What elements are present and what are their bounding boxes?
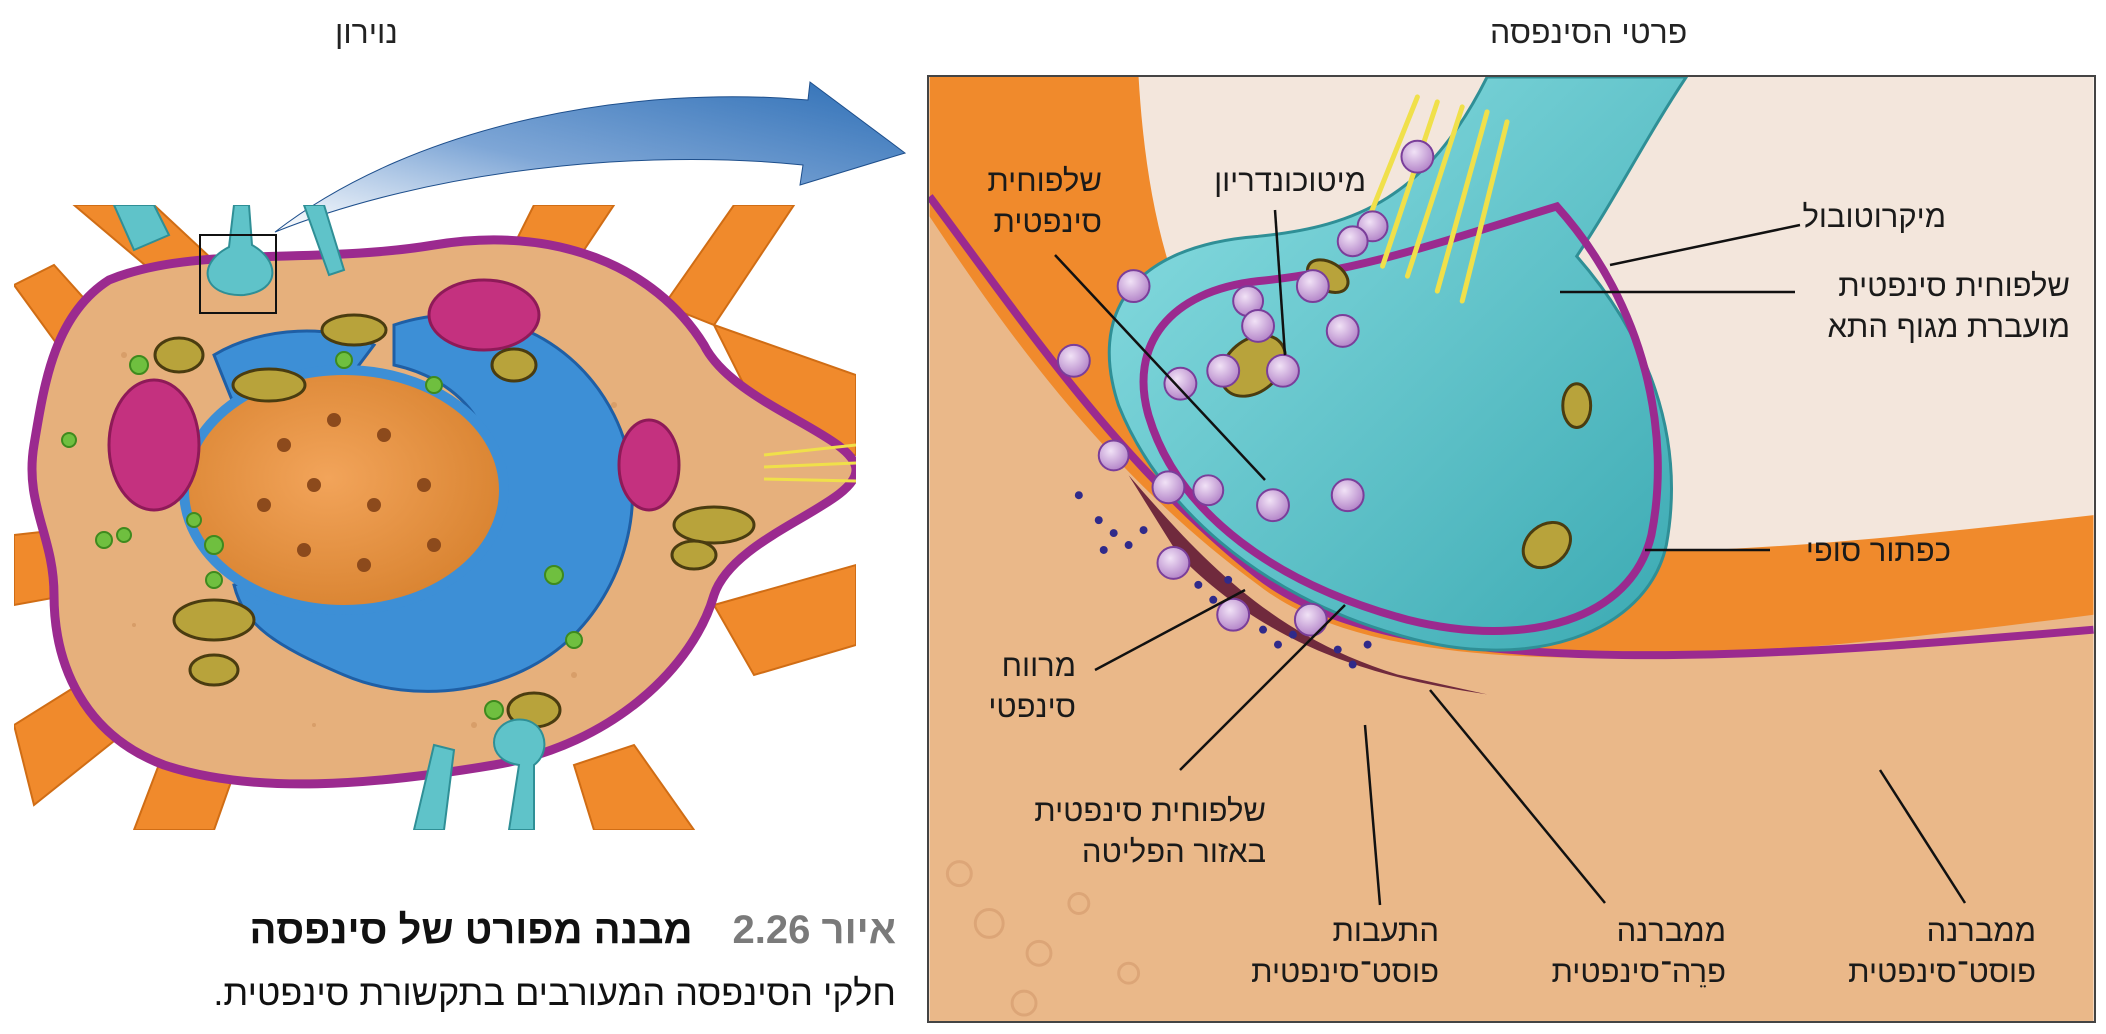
label-vesicle-left-line2: סינפטית (993, 204, 1102, 239)
label-transported-vesicle: שלפוחית סינפטית מועברת מגוף התא (1827, 265, 2070, 347)
label-vesicle-left-line1: שלפוחית (987, 163, 1102, 198)
label-synaptic-cleft-line1: מרווח (1001, 648, 1076, 683)
label-postsynaptic-thickening-line2: פוסט־סינפטית (1251, 954, 1439, 989)
label-synaptic-cleft-line2: סינפטי (988, 689, 1076, 724)
label-postsynaptic-membrane-line2: פוסט־סינפטית (1848, 954, 2036, 989)
label-transported-vesicle-line2: מועברת מגוף התא (1827, 309, 2070, 344)
label-microtubule: מיקרוטובול (1802, 199, 1946, 234)
label-postsynaptic-membrane-line1: ממברנה (1926, 913, 2036, 948)
label-terminal-button: כפתור סופי (1805, 533, 1951, 568)
figure-caption-text: חלקי הסינפסה המעורבים בתקשורת סינפטית. (213, 972, 896, 1013)
label-postsynaptic-thickening-line1: התעבות (1332, 913, 1439, 948)
label-presynaptic-membrane-line1: ממברנה (1616, 913, 1726, 948)
label-presynaptic-membrane-line2: פרֵה־סינפטית (1551, 954, 1727, 989)
figure-title: מבנה מפורט של סינפסה (249, 908, 693, 952)
label-postsynaptic-thickening: התעבות פוסט־סינפטית (1251, 910, 1439, 992)
figure-number: איור 2.26 (732, 908, 896, 952)
label-vesicle-left: שלפוחית סינפטית (987, 160, 1102, 242)
neuron-title: נוירון (335, 14, 398, 50)
label-synaptic-cleft: מרווח סינפטי (988, 645, 1076, 727)
label-presynaptic-membrane: ממברנה פרֵה־סינפטית (1552, 910, 1727, 992)
label-transported-vesicle-line1: שלפוחית סינפטית (1838, 268, 2070, 303)
figure-caption-title: איור 2.26 מבנה מפורט של סינפסה (250, 908, 896, 953)
label-mitochondrion: מיטוכונדריון (1214, 163, 1366, 198)
label-postsynaptic-membrane: ממברנה פוסט־סינפטית (1848, 910, 2036, 992)
synapse-details-title: פרטי הסינפסה (1490, 14, 1688, 50)
neuron-illustration (14, 205, 856, 830)
label-release-vesicle-line2: באזור הפליטה (1081, 834, 1266, 869)
label-release-vesicle: שלפוחית סינפטית באזור הפליטה (1034, 790, 1266, 872)
label-release-vesicle-line1: שלפוחית סינפטית (1034, 793, 1266, 828)
